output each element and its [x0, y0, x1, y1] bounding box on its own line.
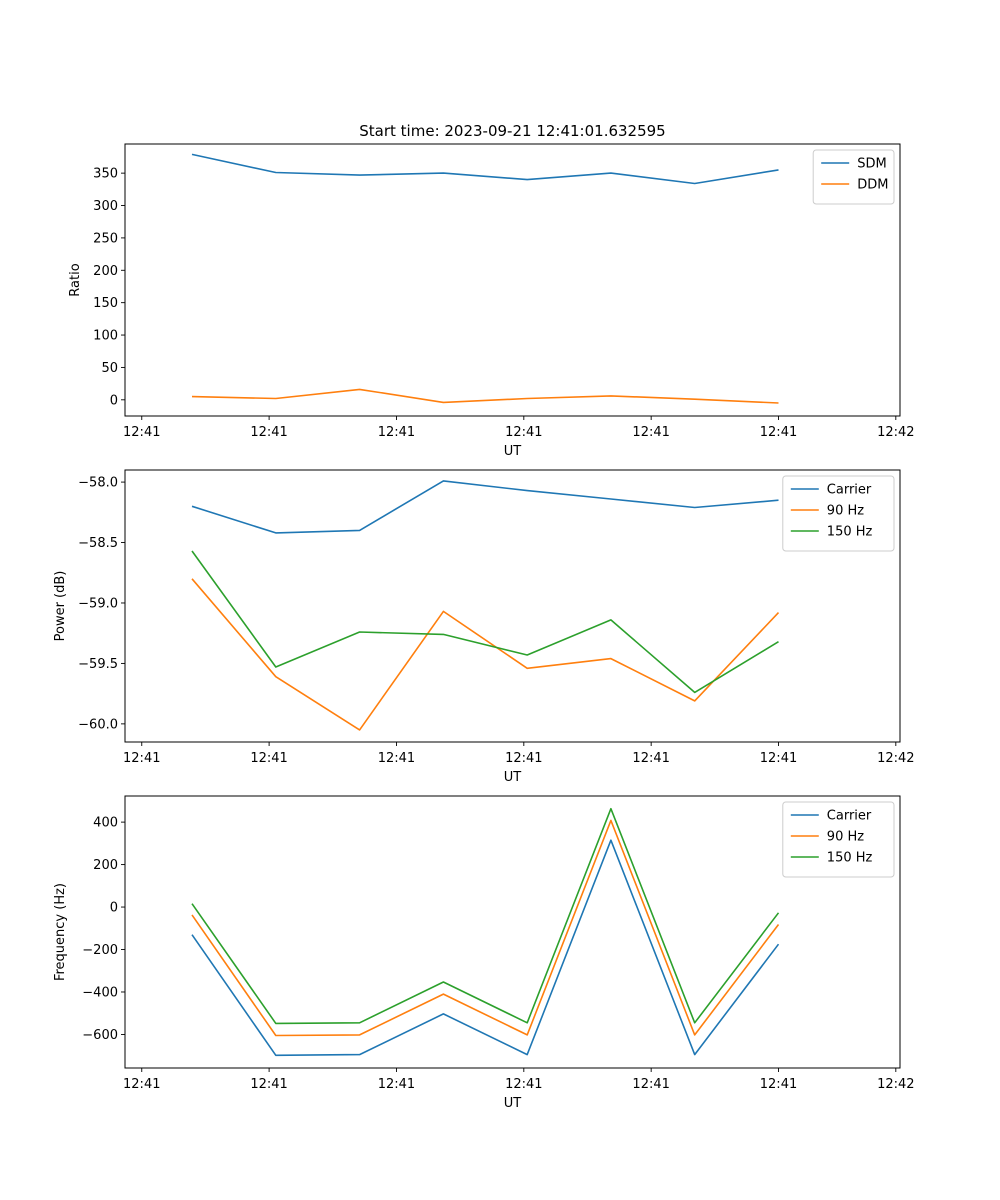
series-line-150-hz	[191, 807, 780, 1025]
x-tick-label: 12:41	[632, 425, 669, 440]
series-line-90-hz	[191, 819, 780, 1037]
series-lines	[191, 153, 779, 404]
x-tick-label: 12:41	[505, 751, 542, 766]
legend-entry: DDM	[857, 178, 888, 193]
y-axis-label: Frequency (Hz)	[53, 883, 68, 981]
series-line-ddm	[191, 388, 779, 404]
series-lines	[191, 480, 780, 731]
y-axis-label: Power (dB)	[53, 571, 68, 642]
x-tick-label: 12:42	[877, 425, 914, 440]
y-tick-label: 100	[93, 329, 118, 344]
x-axis-label: UT	[504, 770, 522, 785]
series-lines	[191, 807, 780, 1057]
series-line-sdm	[191, 153, 779, 185]
legend-entry: 90 Hz	[827, 504, 864, 519]
x-tick-label: 12:41	[760, 425, 797, 440]
legend-entry: 150 Hz	[827, 851, 873, 866]
x-axis-label: UT	[504, 1096, 522, 1111]
power-panel: −60.0 −59.5 −59.0 −58.5 −58.0 12:41 12:41 12:41…	[53, 469, 915, 785]
y-tick-label: 200	[93, 264, 118, 279]
x-tick-label: 12:41	[378, 751, 415, 766]
y-tick-label: 150	[93, 296, 118, 311]
y-tick-label: 250	[93, 231, 118, 246]
legend-frame	[782, 801, 895, 878]
y-tick-label: 50	[101, 361, 118, 376]
y-tick-label: −400	[82, 985, 118, 1000]
y-tick-label: 350	[93, 167, 118, 182]
y-tick-label: −59.0	[78, 596, 118, 611]
y-tick-label: −600	[82, 1028, 118, 1043]
legend: Carrier 90 Hz 150 Hz	[782, 801, 895, 878]
x-tick-label: 12:41	[505, 425, 542, 440]
axes-frame	[124, 469, 901, 743]
y-axis-label: Ratio	[68, 263, 83, 296]
x-tick-label: 12:41	[378, 425, 415, 440]
x-tick-label: 12:41	[632, 1077, 669, 1092]
x-tick-label: 12:41	[123, 751, 160, 766]
legend-entry: 150 Hz	[827, 525, 873, 540]
x-tick-label: 12:41	[250, 1077, 287, 1092]
y-tick-label: −200	[82, 943, 118, 958]
y-tick-label: 300	[93, 199, 118, 214]
x-tick-label: 12:41	[123, 425, 160, 440]
x-tick-label: 12:41	[632, 751, 669, 766]
y-tick-label: −59.5	[78, 657, 118, 672]
y-tick-label: −58.5	[78, 536, 118, 551]
y-tick-label: −60.0	[78, 717, 118, 732]
frequency-panel: −600 −400 −200 0 200 400 12:41 12:41 12:41 12:41 1…	[53, 795, 915, 1111]
legend-entry: SDM	[857, 157, 886, 172]
series-line-150-hz	[191, 550, 779, 694]
y-tick-label: 0	[110, 393, 118, 408]
y-tick-label: 0	[110, 901, 118, 916]
y-tick-label: 400	[93, 816, 118, 831]
axes-frame	[124, 143, 901, 417]
ratio-panel: 0 50 100 150 200 250 300 350 12:41 12:41 12:41 12:4…	[68, 143, 915, 459]
x-tick-label: 12:41	[378, 1077, 415, 1092]
legend-entry: Carrier	[827, 809, 872, 824]
x-tick-label: 12:41	[760, 1077, 797, 1092]
x-tick-label: 12:41	[760, 751, 797, 766]
series-line-90-hz	[191, 578, 780, 731]
x-axis-label: UT	[504, 444, 522, 459]
series-line-carrier	[191, 839, 780, 1057]
figure-title: Start time: 2023-09-21 12:41:01.632595	[359, 122, 665, 140]
x-tick-label: 12:42	[877, 751, 914, 766]
legend: SDM DDM	[812, 149, 895, 205]
y-tick-label: 200	[93, 858, 118, 873]
y-tick-label: −58.0	[78, 476, 118, 491]
legend-entry: 90 Hz	[827, 830, 864, 845]
x-tick-label: 12:41	[250, 751, 287, 766]
axes-frame	[124, 795, 901, 1069]
legend-entry: Carrier	[827, 483, 872, 498]
x-tick-label: 12:42	[877, 1077, 914, 1092]
x-tick-label: 12:41	[505, 1077, 542, 1092]
series-line-carrier	[191, 480, 779, 534]
legend: Carrier 90 Hz 150 Hz	[782, 475, 895, 552]
legend-frame	[782, 475, 895, 552]
x-tick-label: 12:41	[250, 425, 287, 440]
x-tick-label: 12:41	[123, 1077, 160, 1092]
